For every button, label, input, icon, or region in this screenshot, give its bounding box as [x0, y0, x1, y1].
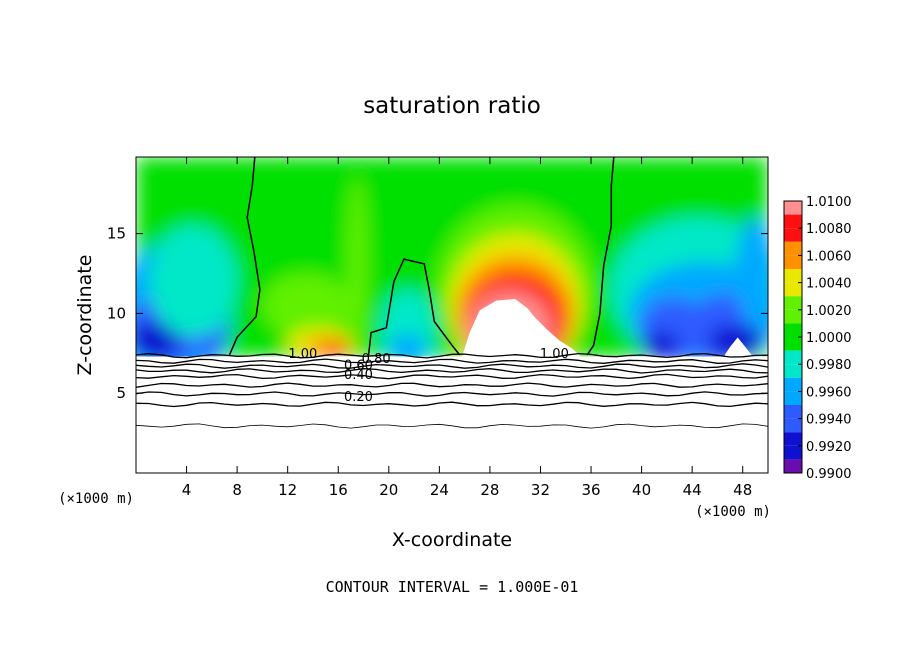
colorbar-segment — [784, 391, 802, 419]
contour-line — [136, 373, 768, 380]
x-tick-label: 12 — [278, 481, 297, 499]
x-tick-label: 36 — [581, 481, 600, 499]
colorbar-swatch — [784, 228, 802, 242]
colorbar-tick-label: 0.9940 — [806, 413, 852, 428]
saturation-contour-line — [367, 258, 461, 356]
cloud-region — [723, 337, 753, 357]
contour-line — [136, 352, 768, 359]
colorbar-swatch — [784, 296, 802, 310]
field-contour-blob — [347, 177, 368, 354]
colorbar-swatch — [784, 405, 802, 419]
colorbar-tick-label: 1.0100 — [806, 195, 852, 210]
colorbar-segment — [784, 309, 802, 337]
colorbar-tick-label: 0.9900 — [806, 467, 852, 482]
field-contour-blob — [262, 273, 351, 338]
saturation-field: 1.00 0.800.600.40 0.20 1.00 — [136, 157, 768, 473]
contour-line — [136, 368, 768, 374]
colorbar-swatch — [784, 445, 802, 460]
x-tick-label: 28 — [480, 481, 499, 499]
field-contour-blob — [641, 332, 680, 359]
contour-line — [136, 401, 768, 408]
field-contour-blob — [323, 343, 349, 357]
lower-domain-region — [136, 356, 768, 473]
colorbar-tick-label: 1.0080 — [806, 222, 852, 237]
contour-label: 1.00 — [540, 347, 569, 362]
contour-label: 0.40 — [344, 368, 373, 383]
field-contour-blob — [148, 225, 238, 338]
colorbar-swatch — [784, 391, 802, 405]
contour-label: 1.00 — [288, 347, 317, 362]
colorbar-segment — [784, 255, 802, 283]
y-tick-label: 15 — [107, 225, 126, 243]
x-tick-label: 44 — [683, 481, 702, 499]
colorbar-swatch — [784, 201, 802, 215]
colorbar-segment — [784, 282, 802, 310]
x-tick-label: 32 — [531, 481, 550, 499]
colorbar-swatch — [784, 459, 802, 473]
colorbar-swatch — [784, 377, 802, 392]
colorbar-segment — [784, 364, 802, 392]
contour-interval-note: CONTOUR INTERVAL = 1.000E-01 — [326, 578, 579, 596]
colorbar-segment — [784, 418, 802, 446]
colorbar-swatch — [784, 364, 802, 378]
x-unit-label-left: (×1000 m) — [58, 491, 134, 507]
contour-label: 0.60 — [344, 358, 373, 373]
cloud-region — [462, 299, 581, 357]
contour-line — [136, 358, 768, 364]
contour-line — [136, 363, 768, 369]
x-tick-label: 4 — [182, 481, 192, 499]
saturation-contour-line — [228, 157, 261, 356]
field-contour-blob — [136, 321, 181, 360]
saturation-contour-line — [586, 157, 615, 356]
plot-frame — [135, 156, 769, 474]
colorbar-segment — [784, 337, 802, 365]
contour-line — [136, 423, 768, 429]
y-tick-label: 10 — [107, 304, 126, 322]
chart-title: saturation ratio — [363, 93, 541, 119]
colorbar: 0.9900 0.9920 0.9940 0.9960 0.9980 1.0000 1.00… — [783, 195, 852, 482]
colorbar-swatch — [784, 337, 802, 351]
colorbar-swatch — [784, 214, 802, 229]
colorbar-segment — [784, 228, 802, 256]
colorbar-swatch — [784, 269, 802, 283]
x-tick-label: 48 — [733, 481, 752, 499]
colorbar-tick-label: 0.9960 — [806, 385, 852, 400]
colorbar-tick-label: 1.0020 — [806, 304, 852, 319]
colorbar-segment — [784, 201, 802, 229]
colorbar-segment — [784, 445, 802, 473]
x-tick-label: 20 — [379, 481, 398, 499]
colorbar-tick-label: 0.9920 — [806, 440, 852, 455]
y-axis-label: Z-coordinate — [74, 255, 96, 376]
colorbar-tick-label: 1.0040 — [806, 277, 852, 292]
y-tick-label: 5 — [116, 384, 126, 402]
colorbar-tick-label: 1.0000 — [806, 331, 852, 346]
colorbar-swatch — [784, 418, 802, 433]
x-tick-label: 40 — [632, 481, 651, 499]
colorbar-swatch — [784, 432, 802, 446]
contour-line — [136, 391, 768, 397]
contour-line — [136, 382, 768, 388]
colorbar-tick-label: 0.9980 — [806, 358, 852, 373]
x-tick-label: 16 — [329, 481, 348, 499]
colorbar-swatch — [784, 241, 802, 256]
colorbar-swatch — [784, 309, 802, 324]
x-unit-label-right: (×1000 m) — [695, 504, 771, 520]
colorbar-swatch — [784, 282, 802, 297]
colorbar-swatch — [784, 323, 802, 337]
field-contour-blob — [736, 217, 768, 330]
colorbar-tick-label: 1.0060 — [806, 249, 852, 264]
x-tick-label: 8 — [232, 481, 242, 499]
contour-label: 0.80 — [362, 352, 391, 367]
colorbar-swatch — [784, 350, 802, 365]
colorbar-swatch — [784, 255, 802, 269]
x-tick-label: 24 — [430, 481, 449, 499]
field-contour-blob — [388, 334, 427, 363]
contour-label: 0.20 — [344, 390, 373, 405]
x-axis-label: X-coordinate — [392, 529, 512, 551]
